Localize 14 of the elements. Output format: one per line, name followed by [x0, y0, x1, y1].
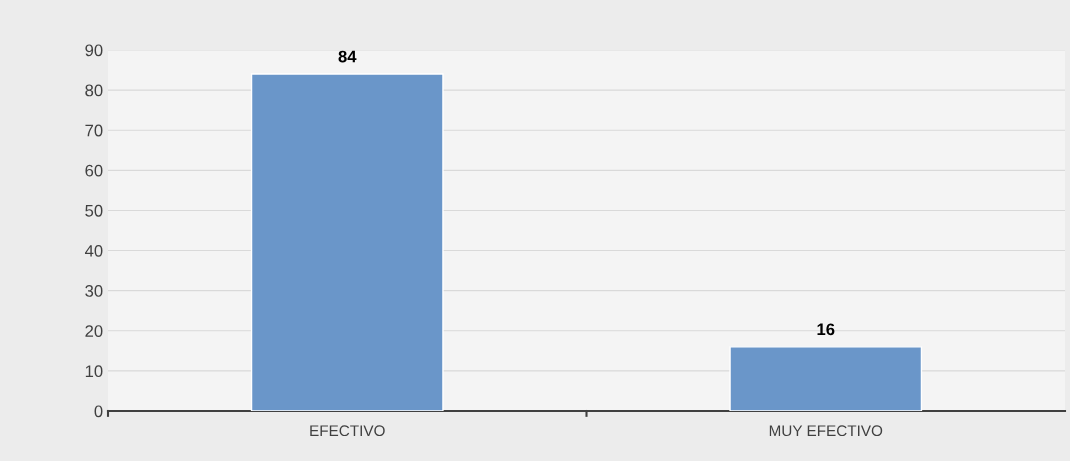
data-label: 16 — [817, 323, 835, 336]
data-label: 84 — [338, 50, 357, 63]
y-tick-label: 80 — [85, 84, 103, 97]
y-tick-label: 0 — [94, 405, 103, 418]
y-tick-label: 50 — [85, 204, 103, 217]
y-tick-label: 10 — [85, 365, 103, 378]
y-tick-label: 70 — [85, 124, 103, 137]
x-tick-label: MUY EFECTIVO — [769, 425, 883, 437]
y-tick-label: 90 — [85, 44, 103, 57]
x-tick-label: EFECTIVO — [310, 425, 385, 437]
y-tick-label: 30 — [85, 285, 103, 297]
y-tick-label: 40 — [84, 244, 103, 257]
y-tick-label: 20 — [85, 325, 103, 337]
y-tick-label: 60 — [85, 164, 103, 177]
